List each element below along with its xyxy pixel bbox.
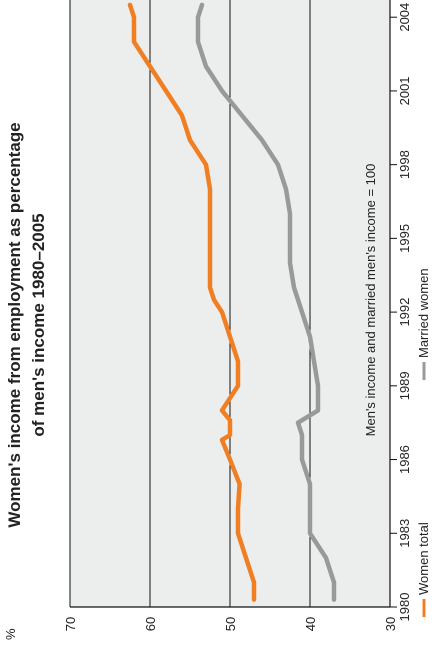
chart-annotation: Men's income and married men's income = … [363, 164, 378, 437]
y-tick-label-30: 30 [383, 617, 398, 631]
x-tick-label-2001: 2001 [397, 76, 412, 105]
x-tick-label-1983: 1983 [397, 519, 412, 548]
y-tick-label-70: 70 [63, 617, 78, 631]
x-tick-label-1998: 1998 [397, 150, 412, 179]
y-tick-label-60: 60 [143, 617, 158, 631]
series-line-married-women [195, 2, 337, 602]
y-axis-unit: % [3, 628, 18, 640]
x-tick-label-2004: 2004 [397, 3, 412, 32]
legend-label-women-total: Women total [416, 522, 431, 595]
x-tick-label-1980: 1980 [397, 593, 412, 622]
series-line-women-total [127, 2, 257, 602]
chart-title-line2: of men's income 1980–2005 [29, 213, 48, 436]
axes [70, 0, 397, 608]
x-tick-label-1989: 1989 [397, 371, 412, 400]
x-tick-label-1986: 1986 [397, 445, 412, 474]
y-tick-label-50: 50 [223, 617, 238, 631]
legend-label-married-women: Married women [416, 268, 431, 358]
series-layer [127, 2, 337, 602]
text-layer: Women's income from employment as percen… [3, 3, 431, 640]
y-tick-label-40: 40 [303, 617, 318, 631]
x-tick-label-1995: 1995 [397, 224, 412, 253]
x-tick-label-1992: 1992 [397, 298, 412, 327]
chart-title-line1: Women's income from employment as percen… [5, 122, 24, 527]
